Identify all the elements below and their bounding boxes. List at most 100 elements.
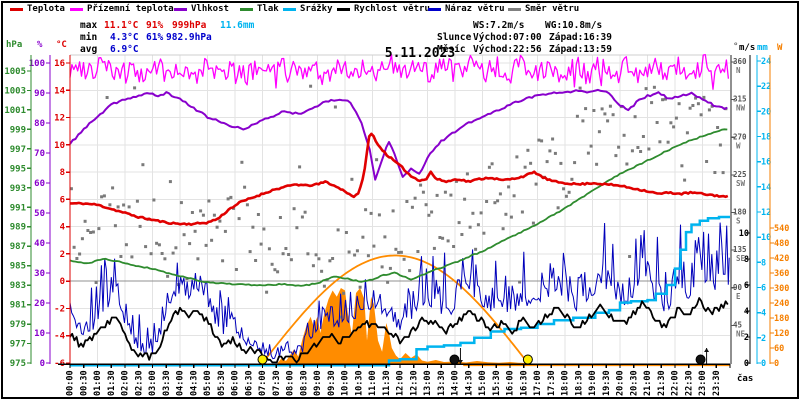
svg-text:19:30: 19:30 [602, 370, 612, 396]
svg-text:1003: 1003 [4, 86, 26, 96]
svg-text:14:30: 14:30 [464, 370, 474, 396]
svg-text:0: 0 [774, 359, 779, 369]
stat-min-pressure: 982.9hPa [166, 32, 212, 43]
axis-unit-hpa: hPa [6, 40, 23, 50]
legend-item-teplota: Teplota [10, 4, 65, 14]
svg-text:18: 18 [761, 133, 771, 143]
svg-text:995: 995 [10, 164, 26, 174]
svg-text:100: 100 [29, 59, 45, 69]
svg-text:02:00: 02:00 [121, 370, 131, 396]
svg-text:985: 985 [10, 262, 26, 272]
svg-text:15:00: 15:00 [478, 370, 488, 396]
svg-text:12:30: 12:30 [409, 370, 419, 396]
legend-item-srazky: Srážky [283, 4, 333, 14]
axis-unit-degrees: ° [733, 42, 739, 52]
svg-text:06:00: 06:00 [231, 370, 241, 396]
series-wind-direction-scatter [69, 84, 728, 319]
series-wind-gust [69, 222, 730, 360]
legend-swatch-tlak [240, 7, 253, 11]
svg-text:8: 8 [761, 258, 766, 268]
svg-text:989: 989 [10, 223, 26, 233]
marker-moonrise [695, 354, 706, 365]
series-humidity [69, 88, 728, 181]
legend-label: Teplota [27, 4, 65, 14]
svg-text:03:00: 03:00 [148, 370, 158, 396]
legend-swatch-prizemni [70, 7, 83, 11]
svg-text:00:00: 00:00 [66, 370, 76, 396]
svg-text:22: 22 [761, 82, 771, 92]
svg-text:2: 2 [744, 333, 749, 343]
sunset-time: Západ:16:39 [549, 32, 612, 43]
svg-text:80: 80 [34, 119, 45, 129]
svg-text:13:30: 13:30 [437, 370, 447, 396]
svg-text:SE: SE [736, 254, 746, 263]
svg-text:90: 90 [34, 89, 45, 99]
svg-text:16: 16 [761, 158, 771, 168]
axis-unit-mm: mm [757, 43, 768, 53]
svg-text:420: 420 [774, 254, 789, 264]
svg-text:8: 8 [744, 255, 749, 265]
svg-text:05:30: 05:30 [217, 370, 227, 396]
svg-text:30: 30 [34, 269, 45, 279]
svg-text:1005: 1005 [4, 67, 26, 77]
legend-swatch-smer [508, 7, 521, 11]
marker-sunrise [257, 354, 268, 365]
svg-text:50: 50 [34, 209, 45, 219]
svg-text:981: 981 [10, 301, 26, 311]
series-wind-speed [69, 297, 729, 364]
legend-item-tlak: Tlak [240, 4, 279, 14]
svg-text:17:00: 17:00 [533, 370, 543, 396]
svg-text:20:30: 20:30 [629, 370, 639, 396]
svg-text:04:30: 04:30 [189, 370, 199, 396]
svg-text:24: 24 [761, 57, 771, 67]
svg-text:6: 6 [761, 284, 766, 294]
legend-swatch-srazky [283, 7, 296, 11]
legend-swatch-rychlost [337, 7, 350, 11]
axis-unit-percent: % [37, 40, 43, 50]
svg-text:08:30: 08:30 [299, 370, 309, 396]
svg-text:6: 6 [744, 281, 749, 291]
series-precipitation [70, 215, 730, 367]
sunrise-time: Východ:07:00 [473, 32, 542, 43]
stat-wind-gust-max: WG:10.8m/s [545, 20, 603, 31]
svg-text:16: 16 [54, 59, 65, 69]
svg-text:22:00: 22:00 [671, 370, 681, 396]
svg-text:4: 4 [744, 307, 749, 317]
svg-text:SW: SW [736, 179, 746, 188]
svg-text:300: 300 [774, 284, 789, 294]
svg-text:45: 45 [733, 320, 742, 329]
svg-text:120: 120 [774, 329, 789, 339]
svg-text:270: 270 [733, 132, 747, 141]
svg-text:60: 60 [774, 344, 784, 354]
svg-text:-4: -4 [54, 332, 65, 342]
svg-text:1001: 1001 [4, 106, 26, 116]
svg-text:975: 975 [10, 359, 26, 369]
stat-max-humidity: 91% [146, 20, 164, 31]
svg-text:2: 2 [60, 250, 65, 260]
svg-text:07:30: 07:30 [272, 370, 282, 396]
svg-text:15:30: 15:30 [492, 370, 502, 396]
svg-text:11:30: 11:30 [382, 370, 392, 396]
svg-text:0: 0 [60, 277, 65, 287]
svg-text:977: 977 [10, 340, 26, 350]
svg-text:09:30: 09:30 [327, 370, 337, 396]
svg-text:4: 4 [60, 223, 66, 233]
moonrise-time: Východ:22:56 [473, 44, 542, 55]
legend-item-prizemni-teplota: Přízemní teplota [70, 4, 174, 14]
svg-text:979: 979 [10, 320, 26, 330]
svg-text:10:30: 10:30 [354, 370, 364, 396]
svg-text:23:30: 23:30 [712, 370, 722, 396]
svg-text:480: 480 [774, 239, 789, 249]
svg-text:8: 8 [60, 168, 65, 178]
legend-swatch-naraz [428, 7, 441, 11]
svg-text:11:00: 11:00 [368, 370, 378, 396]
legend-item-smer-vetru: Směr větru [508, 4, 579, 14]
svg-text:999: 999 [10, 125, 26, 135]
svg-text:997: 997 [10, 145, 26, 155]
svg-text:E: E [736, 292, 741, 301]
stat-max-label: max [80, 20, 98, 31]
stat-avg-temp: 6.9°C [110, 44, 139, 55]
svg-text:14:00: 14:00 [451, 370, 461, 396]
series-solar-theoretical [261, 254, 730, 367]
